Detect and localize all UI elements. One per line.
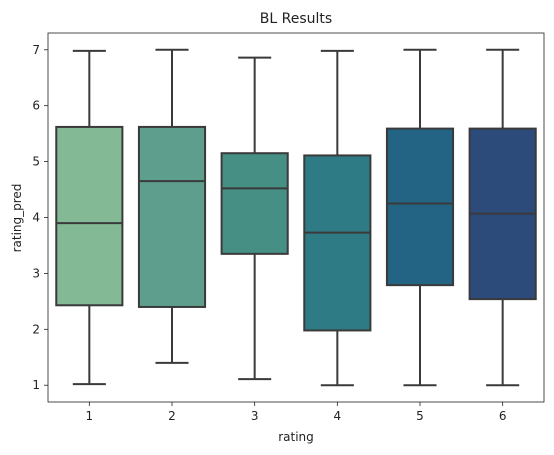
y-tick-label: 3 xyxy=(32,266,40,280)
y-tick-label: 1 xyxy=(32,378,40,392)
box-iqr xyxy=(137,125,207,308)
box-iqr xyxy=(303,154,372,332)
box-1 xyxy=(55,49,124,386)
box-4 xyxy=(303,49,372,387)
box-iqr xyxy=(220,152,289,255)
x-tick-label: 1 xyxy=(86,409,94,423)
y-tick-label: 2 xyxy=(32,322,40,336)
y-axis-label: rating_pred xyxy=(10,184,24,253)
x-tick-label: 3 xyxy=(251,409,259,423)
chart-title: BL Results xyxy=(260,11,332,27)
box-2 xyxy=(137,48,207,364)
x-tick-label: 4 xyxy=(334,409,342,423)
y-axis: 1 2 3 4 5 6 7 xyxy=(32,43,48,392)
x-tick-label: 5 xyxy=(416,409,424,423)
y-tick-label: 5 xyxy=(32,155,40,169)
y-tick-label: 6 xyxy=(32,99,40,113)
box-3 xyxy=(220,56,289,381)
x-tick-label: 6 xyxy=(499,409,507,423)
x-tick-label: 2 xyxy=(168,409,176,423)
box-5 xyxy=(385,48,455,387)
box-6 xyxy=(468,48,537,387)
boxes-group xyxy=(55,48,537,387)
box-iqr xyxy=(55,125,124,307)
box-iqr xyxy=(385,127,455,287)
x-axis-label: rating xyxy=(278,430,314,444)
y-tick-label: 7 xyxy=(32,43,40,57)
y-tick-label: 4 xyxy=(32,211,40,225)
x-axis: 1 2 3 4 5 6 xyxy=(86,402,507,423)
